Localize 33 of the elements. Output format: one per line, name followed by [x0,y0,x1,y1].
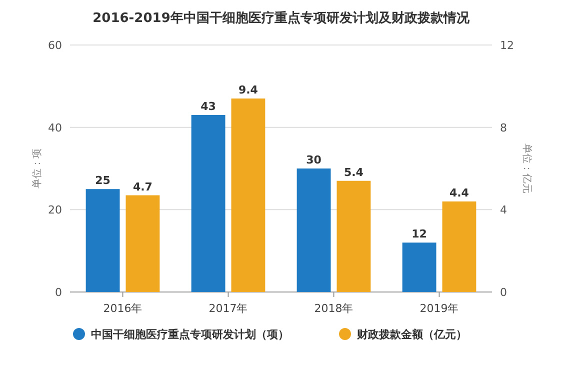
y-tick-label: 0 [55,286,62,299]
data-label: 12 [412,228,427,241]
bar [231,98,266,292]
y-axis-title: 单位：项 [31,148,43,188]
data-label: 25 [95,174,110,188]
data-label: 5.4 [344,166,364,179]
bar [126,195,160,292]
x-tick-label: 2017年 [208,302,248,315]
y2-tick-label: 12 [500,39,514,52]
data-label: 9.4 [238,84,258,97]
bar [296,168,331,292]
y2-axis-title: 单位：亿元 [521,144,533,194]
data-label: 4.4 [449,186,470,200]
y-tick-label: 40 [48,121,62,134]
legend-label: 财政拨款金额（亿元） [356,328,467,341]
data-label: 43 [200,100,216,113]
data-label: 4.7 [132,180,152,194]
y-tick-label: 60 [48,39,62,52]
data-label: 30 [306,154,322,166]
y2-tick-label: 8 [500,121,507,134]
bar [336,180,371,292]
bar [86,189,120,292]
y2-tick-label: 0 [500,286,507,299]
bar [191,114,226,292]
chart-title: 2016-2019年中国干细胞医疗重点专项研发计划及财政拨款情况 [92,10,470,26]
bar [442,201,476,292]
x-tick-label: 2019年 [420,302,459,315]
legend-label: 中国干细胞医疗重点专项研发计划（项） [91,328,289,341]
y-tick-label: 20 [48,204,62,217]
x-tick-label: 2016年 [103,302,142,315]
x-tick-label: 2018年 [314,302,354,315]
y2-tick-label: 4 [500,204,507,217]
bar [402,242,436,292]
